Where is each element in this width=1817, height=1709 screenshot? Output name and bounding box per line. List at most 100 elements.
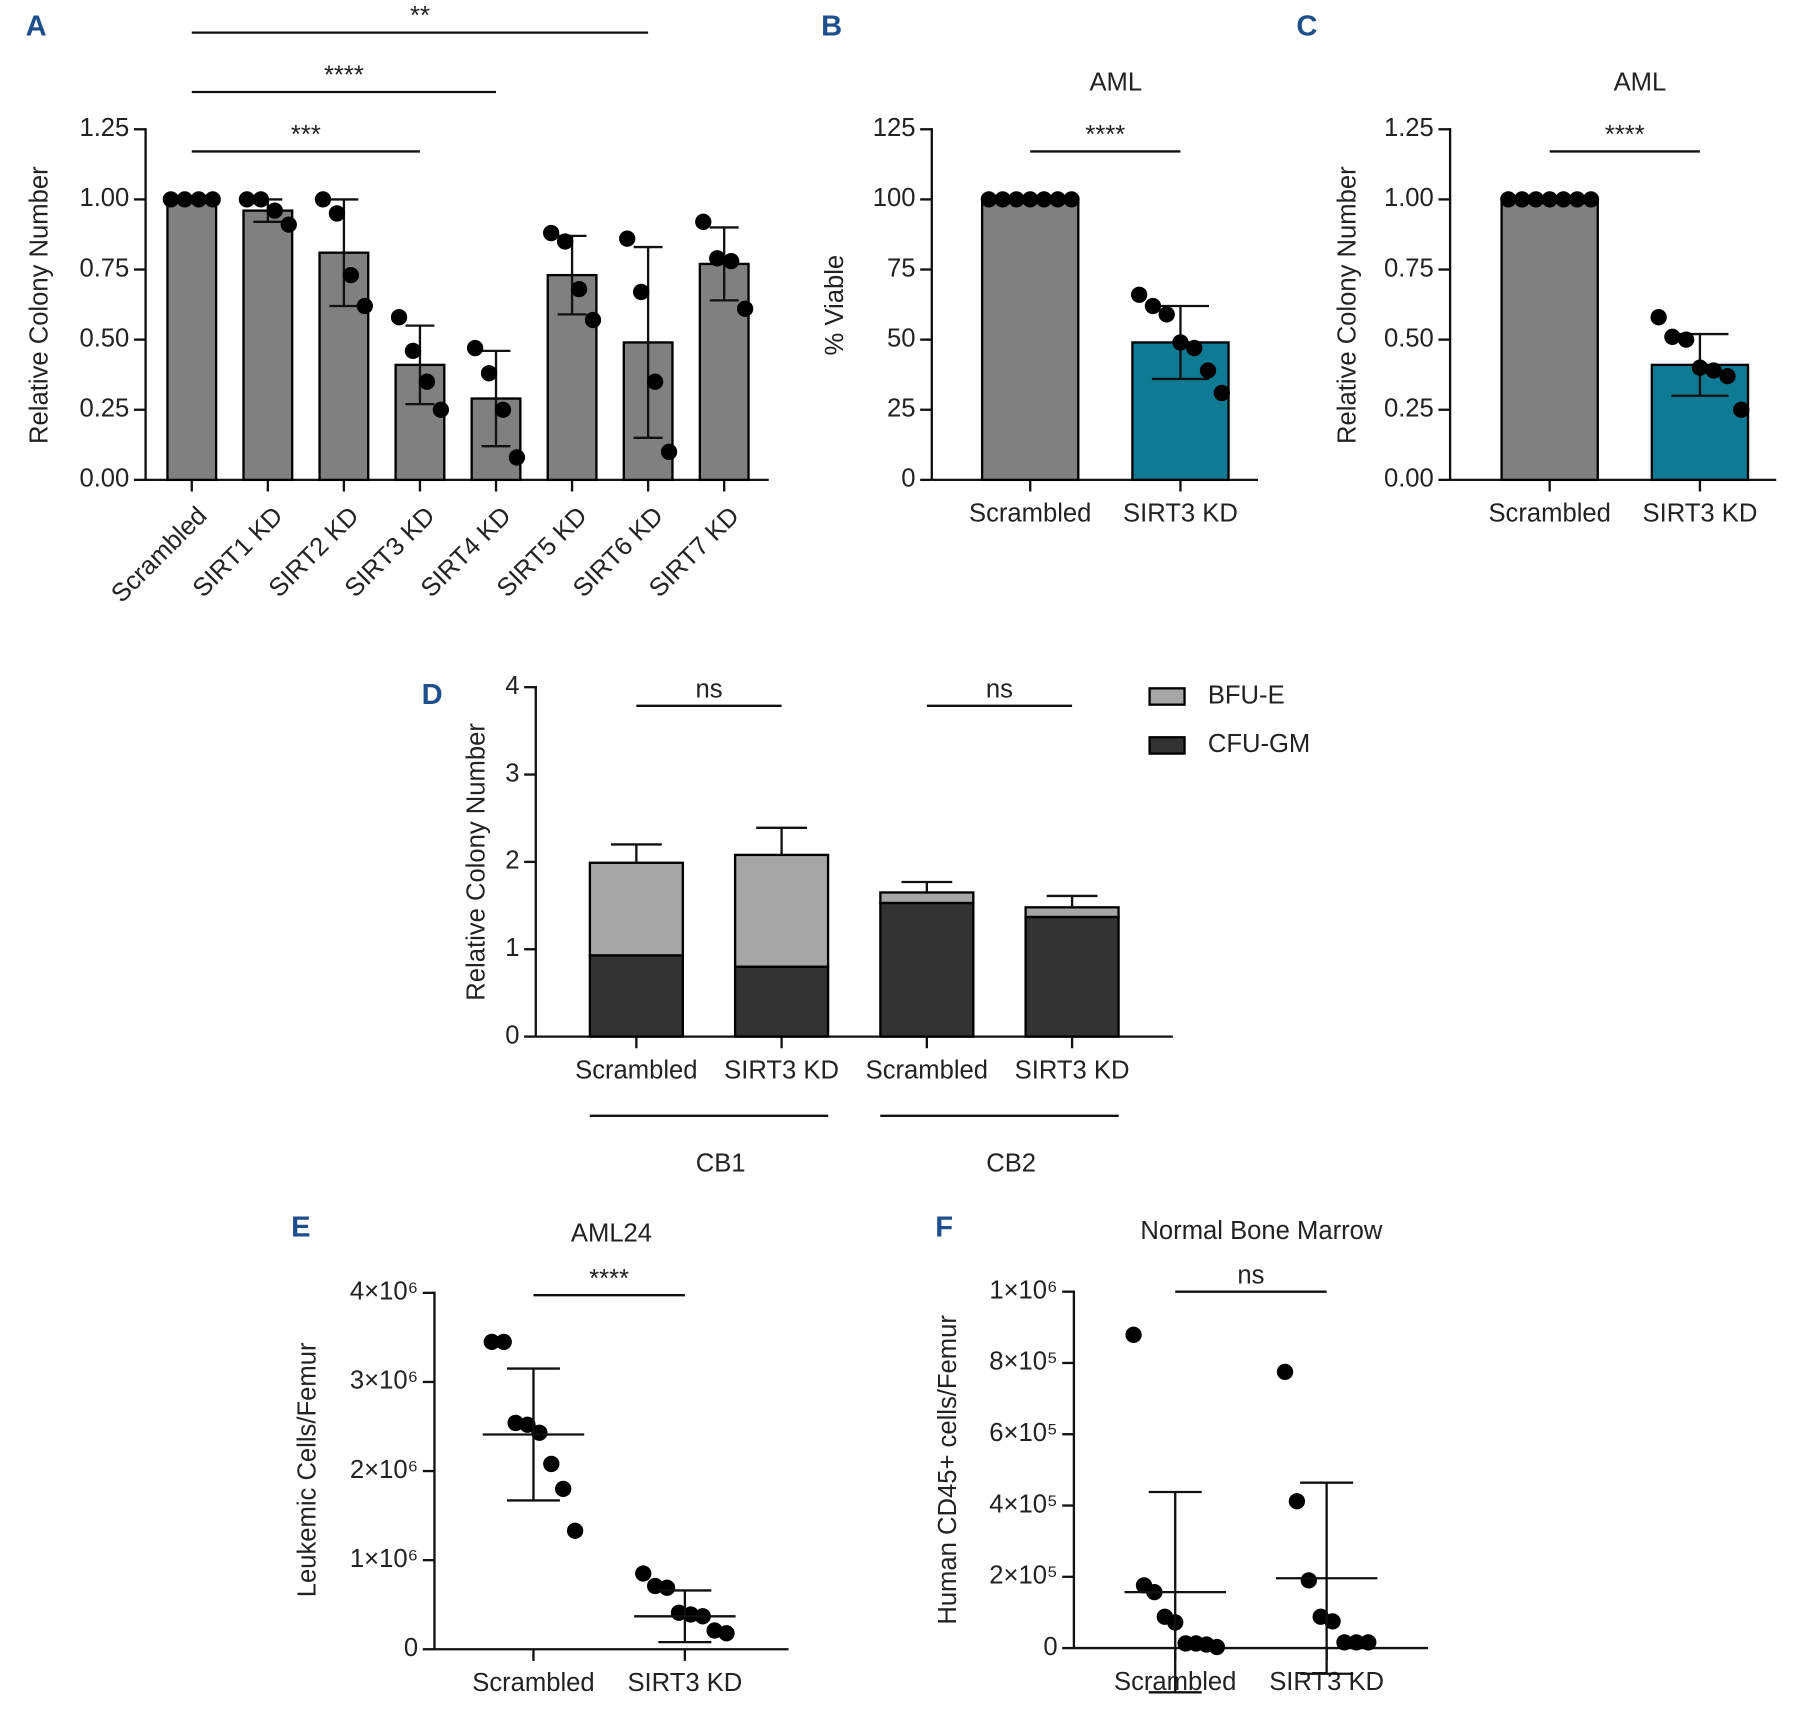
y-tick-label: 2 bbox=[505, 847, 519, 875]
y-tick-label: 0.25 bbox=[1384, 395, 1434, 423]
bar bbox=[1500, 198, 1599, 482]
data-point bbox=[1199, 362, 1217, 379]
y-tick-label: 125 bbox=[873, 114, 916, 142]
x-tick-label: Scrambled bbox=[1488, 500, 1610, 528]
data-point bbox=[508, 449, 526, 466]
y-tick-label: 6×10⁵ bbox=[989, 1419, 1057, 1447]
data-point bbox=[556, 233, 574, 250]
y-tick-label: 100 bbox=[873, 184, 916, 212]
data-point bbox=[1300, 1572, 1317, 1589]
y-tick-label: 25 bbox=[887, 395, 916, 423]
y-tick-label: 4×10⁵ bbox=[989, 1490, 1057, 1518]
y-tick-label: 3×10⁶ bbox=[350, 1367, 418, 1395]
data-point bbox=[1650, 309, 1667, 326]
significance-label: **** bbox=[589, 1265, 629, 1293]
data-point bbox=[1144, 297, 1162, 315]
data-point bbox=[1678, 331, 1695, 348]
legend-label: CFU-GM bbox=[1208, 730, 1310, 758]
data-point bbox=[238, 191, 256, 208]
data-point bbox=[1513, 191, 1531, 208]
data-point bbox=[418, 373, 436, 390]
data-point bbox=[1705, 362, 1722, 379]
y-tick-label: 50 bbox=[887, 324, 916, 352]
bar-segment bbox=[1024, 906, 1120, 919]
data-point bbox=[1664, 328, 1681, 345]
y-tick-label: 75 bbox=[887, 254, 916, 282]
bar bbox=[980, 198, 1080, 482]
data-point bbox=[570, 280, 588, 298]
y-tick-label: 1.25 bbox=[1384, 114, 1434, 142]
data-point bbox=[1360, 1634, 1377, 1651]
chart-title: Normal Bone Marrow bbox=[1140, 1217, 1382, 1245]
y-tick-label: 0 bbox=[1043, 1633, 1057, 1661]
chart-title: AML bbox=[1614, 69, 1667, 97]
x-tick-label: Scrambled bbox=[472, 1669, 594, 1697]
x-tick-label: Scrambled bbox=[969, 500, 1091, 528]
y-tick-label: 4×10⁶ bbox=[350, 1278, 418, 1306]
data-point bbox=[1125, 1326, 1142, 1343]
data-point bbox=[1719, 367, 1736, 385]
data-point bbox=[342, 266, 360, 284]
panel-letter: A bbox=[26, 11, 47, 43]
bar-segment bbox=[733, 853, 830, 968]
x-tick-label: SIRT3 KD bbox=[1643, 500, 1758, 528]
y-tick-label: 0 bbox=[901, 465, 915, 493]
legend-swatch bbox=[1148, 736, 1186, 755]
data-point bbox=[980, 191, 998, 208]
data-point bbox=[1049, 191, 1066, 208]
y-tick-label: 0.75 bbox=[1384, 254, 1434, 282]
bar bbox=[166, 198, 218, 482]
data-point bbox=[1527, 191, 1545, 208]
data-point bbox=[480, 365, 498, 382]
data-point bbox=[494, 401, 512, 418]
data-point bbox=[1348, 1634, 1365, 1651]
data-point bbox=[736, 300, 754, 317]
data-point bbox=[709, 250, 726, 267]
x-tick-label: SIRT3 KD bbox=[627, 1669, 742, 1697]
data-point bbox=[519, 1416, 536, 1433]
data-point bbox=[176, 191, 193, 208]
bar-segment bbox=[588, 954, 685, 1038]
data-point bbox=[994, 191, 1011, 208]
data-point bbox=[1582, 191, 1600, 208]
data-point bbox=[356, 297, 373, 315]
group-label: CB2 bbox=[986, 1149, 1036, 1177]
data-point bbox=[1208, 1638, 1226, 1656]
y-tick-label: 8×10⁵ bbox=[989, 1348, 1057, 1376]
panel-letter: B bbox=[821, 11, 842, 43]
data-point bbox=[1063, 191, 1080, 208]
y-tick-label: 1.25 bbox=[79, 114, 129, 142]
y-tick-label: 0.50 bbox=[1384, 324, 1434, 352]
y-tick-label: 1.00 bbox=[1384, 184, 1434, 212]
y-axis-label: Relative Colony Number bbox=[1334, 166, 1362, 444]
data-point bbox=[280, 216, 297, 233]
data-point bbox=[566, 1522, 584, 1539]
data-point bbox=[658, 1579, 676, 1596]
chart-title: AML bbox=[1089, 69, 1142, 97]
data-point bbox=[1569, 191, 1586, 208]
data-point bbox=[1555, 191, 1572, 208]
bar-segment bbox=[733, 965, 830, 1038]
y-axis-label: Human CD45+ cells/Femur bbox=[934, 1315, 962, 1625]
y-tick-label: 0 bbox=[404, 1634, 418, 1662]
legend-label: BFU-E bbox=[1208, 681, 1285, 709]
data-point bbox=[695, 213, 712, 230]
data-point bbox=[1733, 401, 1750, 418]
significance-label: **** bbox=[324, 62, 364, 90]
data-point bbox=[718, 1625, 735, 1642]
data-point bbox=[1324, 1613, 1341, 1630]
data-point bbox=[619, 230, 636, 247]
y-axis-label: Leukemic Cells/Femur bbox=[293, 1342, 321, 1597]
bar-segment bbox=[588, 861, 685, 957]
significance-label: ns bbox=[1237, 1261, 1264, 1289]
data-point bbox=[723, 252, 740, 270]
panel-letter: C bbox=[1296, 11, 1317, 43]
data-point bbox=[635, 1565, 652, 1582]
data-point bbox=[1691, 359, 1709, 376]
data-point bbox=[1158, 306, 1175, 323]
y-tick-label: 0.75 bbox=[79, 254, 129, 282]
data-point bbox=[404, 342, 422, 360]
data-point bbox=[1288, 1493, 1306, 1510]
data-point bbox=[1541, 191, 1558, 208]
